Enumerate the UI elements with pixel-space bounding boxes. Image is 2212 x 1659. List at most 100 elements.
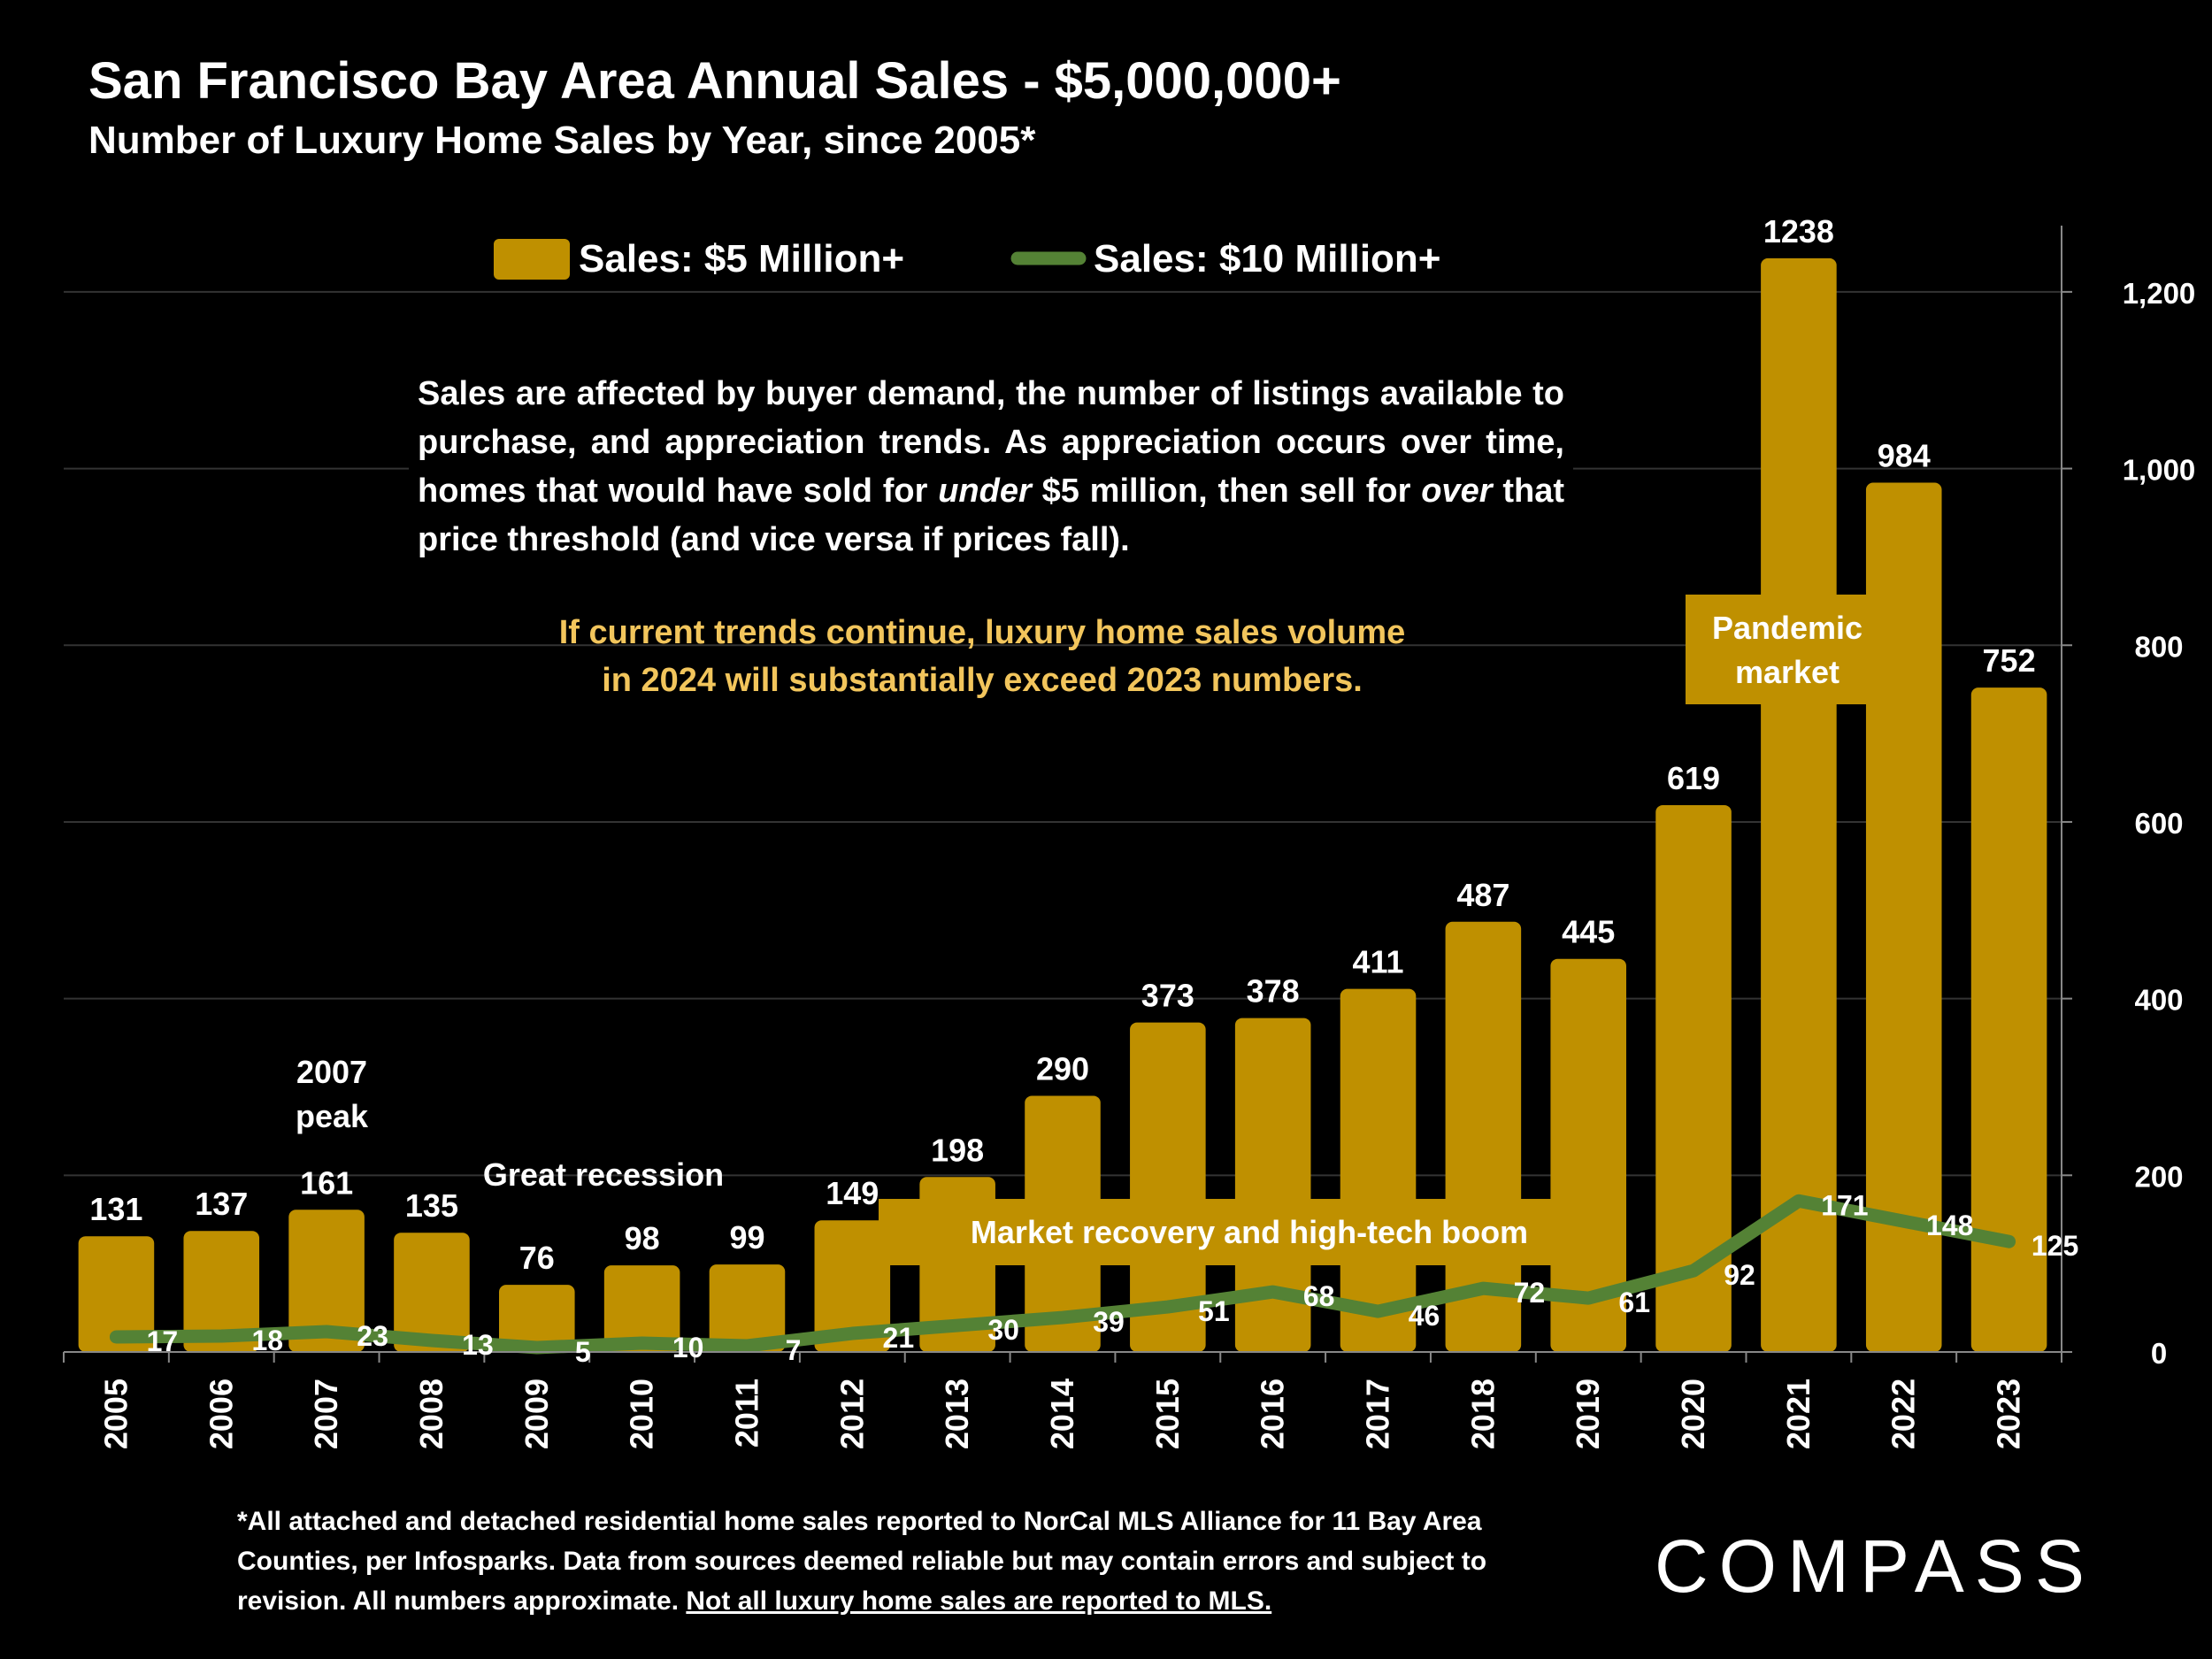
recovery-annotation-bg xyxy=(879,1199,1551,1265)
chart-title: San Francisco Bay Area Annual Sales - $5… xyxy=(88,52,1341,110)
y-tick-label: 200 xyxy=(2134,1160,2183,1193)
explanatory-note: Sales are affected by buyer demand, the … xyxy=(409,365,1573,570)
y-tick-label: 400 xyxy=(2134,984,2183,1017)
line-value-label: 23 xyxy=(357,1320,388,1352)
annotation-boxes xyxy=(879,595,1873,1265)
bar xyxy=(1970,687,2047,1352)
line-value-label: 92 xyxy=(1724,1259,1755,1291)
bar xyxy=(394,1233,470,1352)
bar-value-label: 487 xyxy=(1456,877,1509,913)
bar-value-label: 445 xyxy=(1562,914,1615,950)
x-tick-label: 2023 xyxy=(1991,1379,2027,1449)
bar xyxy=(1655,804,1732,1352)
bar xyxy=(814,1220,891,1352)
line-series xyxy=(109,1194,2016,1355)
bar xyxy=(1234,1018,1311,1352)
x-tick-label: 2007 xyxy=(308,1379,344,1449)
axes: 0 200 400 600 800 1,000 1,200 2005 2006 2007 2008 2… xyxy=(63,226,2196,1449)
bar xyxy=(1550,958,1626,1352)
x-tick-label: 2015 xyxy=(1149,1379,1186,1449)
x-tick-label: 2017 xyxy=(1360,1379,1396,1449)
x-tick-label: 2011 xyxy=(728,1379,764,1448)
compass-logo: COMPASS xyxy=(1655,1525,2095,1608)
bar-value-label: 98 xyxy=(625,1220,660,1256)
x-tick-label: 2020 xyxy=(1675,1379,1711,1449)
x-tick-label: 2018 xyxy=(1464,1379,1501,1449)
line-value-label: 39 xyxy=(1093,1306,1125,1338)
bar xyxy=(709,1264,786,1352)
legend-line-label: Sales: $10 Million+ xyxy=(1094,237,1441,280)
bar-value-label: 752 xyxy=(1983,642,2036,679)
bar-value-label: 131 xyxy=(89,1191,142,1227)
y-tick-label: 600 xyxy=(2134,807,2183,840)
footnote-text: *All attached and detached residential h… xyxy=(237,1507,1487,1616)
bar-value-label: 149 xyxy=(826,1175,879,1211)
bar xyxy=(603,1265,680,1352)
line-value-label: 7 xyxy=(786,1334,802,1366)
peak-annotation-line2: peak xyxy=(296,1098,369,1134)
bar-value-label: 411 xyxy=(1352,944,1403,980)
note-part1: Sales are affected by buyer demand, the … xyxy=(418,375,1564,510)
bar-value-label: 984 xyxy=(1878,438,1931,474)
peak-annotation-line1: 2007 xyxy=(296,1054,367,1090)
x-tick-label: 2021 xyxy=(1780,1379,1816,1449)
bar-value-label: 99 xyxy=(729,1219,764,1256)
x-tick-label: 2022 xyxy=(1886,1379,1922,1449)
recovery-annotation: Market recovery and high-tech boom xyxy=(971,1214,1528,1250)
line-value-label: 30 xyxy=(987,1314,1019,1346)
recession-annotation: Great recession xyxy=(483,1156,724,1193)
y-tick-label: 1,200 xyxy=(2123,277,2196,310)
note-part3: that price threshold (and vice versa if … xyxy=(418,472,1564,558)
x-tick-label: 2016 xyxy=(1255,1379,1291,1449)
y-tick-label: 0 xyxy=(2151,1337,2167,1370)
bar-value-label: 290 xyxy=(1036,1050,1089,1087)
footnote-underlined: Not all luxury home sales are reported t… xyxy=(686,1586,1272,1616)
pandemic-annotation-line2: market xyxy=(1735,654,1839,690)
note-part2: $5 million, then sell for xyxy=(1031,472,1422,510)
line-value-label: 51 xyxy=(1198,1295,1230,1327)
bar-value-label: 619 xyxy=(1667,760,1720,796)
bar xyxy=(499,1285,575,1352)
pandemic-annotation-line1: Pandemic xyxy=(1712,610,1863,646)
legend-bar-label: Sales: $5 Million+ xyxy=(579,237,904,280)
bar-value-label: 1238 xyxy=(1763,213,1834,250)
bar-value-label: 378 xyxy=(1247,973,1300,1010)
x-tick-label: 2019 xyxy=(1570,1379,1606,1449)
line-value-label: 13 xyxy=(462,1329,494,1361)
trend-highlight-line1: If current trends continue, luxury home … xyxy=(558,614,1406,651)
line-value-label: 10 xyxy=(672,1332,704,1363)
trend-highlight: If current trends continue, luxury home … xyxy=(460,609,1504,704)
legend-bar-swatch xyxy=(494,239,570,280)
bar xyxy=(1340,988,1417,1352)
line-value-label: 17 xyxy=(147,1325,179,1357)
bar-value-label: 161 xyxy=(300,1164,353,1201)
line-value-label: 171 xyxy=(1821,1189,1868,1221)
line-10m-plus xyxy=(109,1194,2016,1355)
x-tick-label: 2010 xyxy=(624,1379,660,1449)
x-tick-label: 2005 xyxy=(97,1379,134,1449)
legend: Sales: $5 Million+ Sales: $10 Million+ xyxy=(494,237,1441,280)
line-value-label: 68 xyxy=(1303,1280,1335,1312)
footnote: *All attached and detached residential h… xyxy=(237,1502,1582,1621)
trend-highlight-line2: in 2024 will substantially exceed 2023 n… xyxy=(602,662,1363,699)
x-tick-label: 2008 xyxy=(413,1379,449,1449)
x-tick-label: 2009 xyxy=(518,1379,555,1449)
bar xyxy=(1761,257,1837,1353)
bar xyxy=(183,1231,260,1352)
chart-subtitle: Number of Luxury Home Sales by Year, sin… xyxy=(88,119,1036,162)
line-value-label: 46 xyxy=(1409,1300,1440,1332)
line-value-label: 61 xyxy=(1618,1286,1650,1318)
y-tick-label: 800 xyxy=(2134,630,2183,663)
x-tick-label: 2013 xyxy=(939,1379,975,1449)
x-tick-label: 2006 xyxy=(203,1379,239,1449)
y-tick-label: 1,000 xyxy=(2123,454,2196,487)
x-tick-label: 2014 xyxy=(1044,1379,1080,1449)
line-value-label: 5 xyxy=(575,1336,591,1368)
pandemic-annotation-bg xyxy=(1686,595,1873,704)
bar-value-label: 137 xyxy=(195,1186,248,1222)
note-emphasis-under: under xyxy=(938,472,1032,510)
bar-series xyxy=(78,257,2047,1353)
line-value-label: 148 xyxy=(1926,1210,1973,1241)
